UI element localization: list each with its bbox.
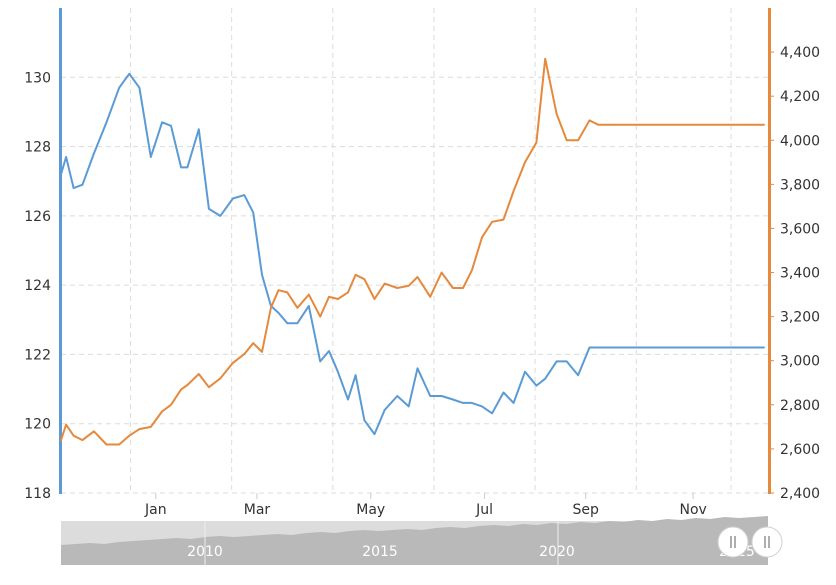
right-y-tick-label: 3,000 [780,354,820,370]
series-line-right [60,57,765,446]
navigator-year-label: 2010 [187,544,223,560]
navigator-left-handle[interactable] [717,526,749,558]
left-axis-bar [59,8,62,494]
right-y-tick-label: 2,800 [780,398,820,414]
right-y-tick-label: 4,400 [780,45,820,61]
series-lines [60,57,765,446]
left-y-tick-label: 118 [24,486,51,502]
left-y-axis: 118 120 122 124 126 128 130 [24,8,62,502]
right-y-tick-label: 4,000 [780,133,820,149]
navigator-year-label: 2015 [362,544,398,560]
right-y-tick-label: 2,600 [780,442,820,458]
right-y-tick-label: 3,600 [780,221,820,237]
navigator-right-handle[interactable] [751,526,783,558]
left-y-tick-label: 122 [24,347,51,363]
x-tick-label: May [356,502,385,518]
right-y-axis: 2,400 2,600 2,800 3,000 3,200 3,400 3,600 3,800… [768,8,820,502]
left-y-tick-label: 124 [24,278,51,294]
right-axis-bar [768,8,771,494]
right-y-tick-label: 2,400 [780,486,820,502]
x-tick-label: Jul [475,502,493,518]
right-y-tick-label: 3,400 [780,266,820,282]
right-y-tick-label: 4,200 [780,89,820,105]
x-tick-label: Mar [244,502,271,518]
right-y-tick-label: 3,800 [780,177,820,193]
x-axis: Jan Mar May Jul Sep Nov [144,493,707,518]
x-tick-label: Sep [572,502,599,518]
series-line-left [60,72,765,436]
range-navigator[interactable]: 2010201520202025 [61,516,783,565]
handle-knob [717,526,749,558]
right-y-tick-label: 3,200 [780,310,820,326]
navigator-area [61,516,768,565]
left-y-tick-label: 120 [24,417,51,433]
x-tick-label: Jan [144,502,167,518]
left-y-tick-label: 130 [24,70,51,86]
left-y-tick-label: 126 [24,209,51,225]
handle-knob [751,526,783,558]
x-tick-label: Nov [679,502,706,518]
navigator-year-label: 2020 [539,544,575,560]
left-y-tick-label: 128 [24,140,51,156]
grid-lines [60,8,769,494]
